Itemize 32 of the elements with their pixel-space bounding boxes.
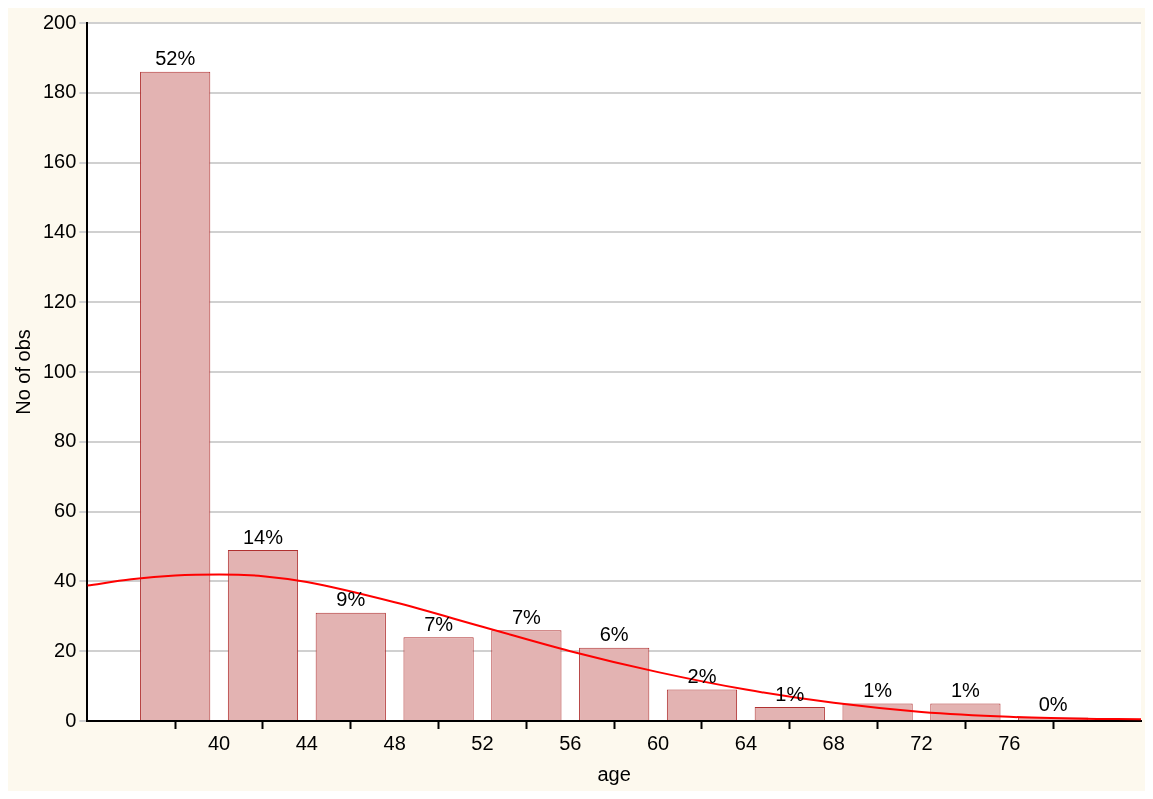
y-tick-label: 60: [54, 499, 77, 522]
annotation: 14%: [242, 525, 284, 548]
x-tick-label: 48: [383, 731, 406, 754]
annotation: 7%: [424, 612, 454, 635]
annotation: 7%: [511, 605, 542, 628]
annotation: 52%: [155, 47, 196, 70]
y-tick-label: 120: [42, 289, 77, 312]
y-axis-title: No of obs: [11, 329, 34, 415]
x-tick-label: 60: [646, 731, 670, 754]
y-tick-label: 200: [42, 10, 77, 33]
y-tick-label: 180: [42, 80, 77, 103]
x-axis-title: age: [597, 762, 631, 785]
annotation: 9%: [336, 588, 366, 611]
annotation: 6%: [599, 623, 629, 646]
annotation: 1%: [863, 679, 893, 702]
x-tick-label: 64: [734, 731, 758, 754]
x-tick-label: 44: [295, 731, 318, 754]
x-tick-label: 52: [471, 731, 494, 754]
y-tick-label: 100: [42, 359, 77, 382]
y-tick-label: 0: [65, 708, 77, 731]
annotation: 0%: [1038, 693, 1068, 716]
annotation: 1%: [950, 679, 981, 702]
y-tick-label: 40: [54, 568, 77, 591]
x-tick-label: 56: [559, 731, 582, 754]
x-tick-label: 40: [207, 731, 231, 754]
y-tick-label: 140: [42, 219, 77, 242]
x-tick-label: 68: [822, 731, 845, 754]
y-tick-label: 20: [54, 638, 77, 661]
y-tick-label: 160: [42, 150, 77, 173]
x-tick-label: 72: [910, 731, 933, 754]
y-tick-label: 80: [54, 429, 77, 452]
x-tick-label: 76: [998, 731, 1021, 754]
